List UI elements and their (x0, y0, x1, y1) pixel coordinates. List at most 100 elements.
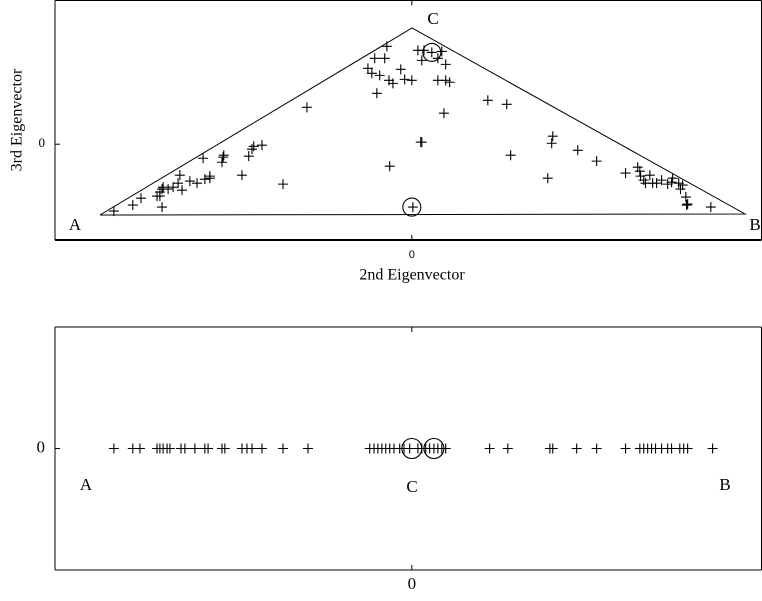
point (547, 131, 558, 142)
point (256, 443, 267, 454)
point (591, 443, 602, 454)
x-tick-label: 0 (408, 574, 417, 593)
point (134, 443, 145, 454)
point (634, 166, 645, 177)
point (192, 178, 203, 189)
point (662, 179, 673, 190)
point (198, 153, 209, 164)
point (667, 173, 678, 184)
point (302, 443, 313, 454)
point (542, 173, 553, 184)
point (179, 443, 190, 454)
point (384, 161, 395, 172)
point (673, 178, 684, 189)
point (572, 145, 583, 156)
point (177, 185, 188, 196)
point (157, 202, 168, 213)
point (218, 152, 229, 163)
point (547, 443, 558, 454)
vertex-label: B (719, 475, 730, 494)
point (218, 150, 229, 161)
point (243, 151, 254, 162)
vertex-label: A (80, 475, 93, 494)
point (173, 178, 184, 189)
point (374, 70, 385, 81)
point (707, 443, 718, 454)
x-tick-label: 0 (409, 249, 415, 261)
point (362, 63, 373, 74)
point (484, 443, 495, 454)
point (399, 74, 410, 85)
point (571, 443, 582, 454)
point (204, 171, 215, 182)
point (369, 53, 380, 64)
point (677, 180, 688, 191)
point (203, 443, 214, 454)
point (415, 137, 426, 148)
highlight-point (402, 197, 422, 217)
point (366, 68, 377, 79)
point (381, 41, 392, 52)
point (591, 156, 602, 167)
point (502, 443, 513, 454)
point (416, 55, 427, 66)
point (168, 182, 179, 193)
point (440, 59, 451, 70)
point (444, 77, 455, 88)
y-tick-label: 0 (37, 437, 46, 456)
point (395, 64, 406, 75)
point (246, 443, 257, 454)
vertex-label: B (749, 215, 760, 234)
highlight-point (422, 42, 442, 62)
point (620, 168, 631, 179)
point (681, 200, 692, 211)
y-axis-label: 3rd Eigenvector (9, 68, 26, 171)
point (675, 184, 686, 195)
highlight-point (401, 437, 423, 460)
vertex-label: C (406, 477, 417, 496)
point (184, 176, 195, 187)
point (632, 162, 643, 173)
point (440, 443, 451, 454)
point (301, 102, 312, 113)
point (656, 175, 667, 186)
point (501, 99, 512, 110)
point (174, 170, 185, 181)
point (278, 179, 289, 190)
point (406, 75, 417, 86)
point (108, 443, 119, 454)
point (682, 443, 693, 454)
point (482, 95, 493, 106)
point (387, 78, 398, 89)
point (546, 138, 557, 149)
point (418, 45, 429, 56)
highlight-point (423, 437, 445, 460)
point (164, 443, 175, 454)
point (644, 170, 655, 181)
point (426, 47, 437, 58)
point (438, 108, 449, 119)
point (163, 184, 174, 195)
point (256, 140, 267, 151)
point (432, 75, 443, 86)
point (371, 88, 382, 99)
point (108, 206, 119, 217)
point (620, 443, 631, 454)
vertex-label: C (427, 9, 438, 28)
point (158, 182, 169, 193)
y-tick-label: 0 (39, 135, 46, 150)
point (666, 177, 677, 188)
point (379, 53, 390, 64)
point (505, 150, 516, 161)
vertex-label: A (69, 215, 82, 234)
point (135, 193, 146, 204)
point (216, 157, 227, 168)
point (705, 202, 716, 213)
point (407, 202, 418, 213)
point (278, 443, 289, 454)
point (236, 170, 247, 181)
point (154, 191, 165, 202)
point (248, 141, 259, 152)
